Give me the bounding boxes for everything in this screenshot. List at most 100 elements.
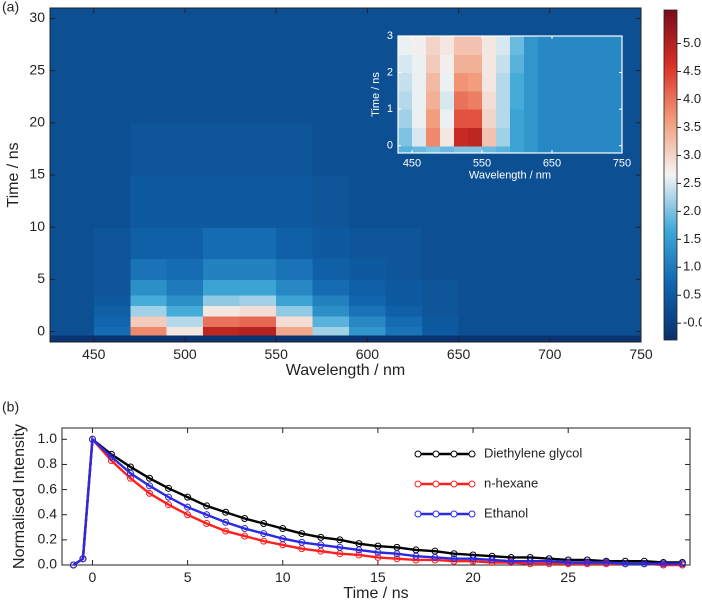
heat-cell [482, 109, 497, 129]
x-tick-label: 700 [538, 346, 562, 362]
heat-cell [495, 326, 533, 336]
heat-cell [538, 109, 553, 129]
data-point [79, 555, 87, 563]
legend-marker [414, 450, 422, 458]
y-tick-label: 1.0 [38, 430, 58, 446]
legend-marker [468, 480, 476, 488]
data-point [260, 537, 268, 545]
heat-cell [538, 72, 553, 92]
heat-cell [239, 227, 277, 260]
heat-cell [604, 295, 642, 307]
data-point [69, 561, 77, 569]
x-axis-title: Wavelength / nm [469, 169, 551, 181]
heat-cell [412, 109, 427, 129]
heat-cell [495, 279, 533, 296]
data-point [393, 555, 401, 563]
heat-cell [93, 279, 131, 296]
heat-cell [495, 305, 533, 317]
heat-cell [458, 326, 496, 336]
heat-cell [349, 305, 387, 317]
heat-cell [50, 227, 95, 260]
legend-label: Diethylene glycol [484, 445, 582, 460]
heat-cell [580, 72, 595, 92]
heat-cell [552, 145, 567, 154]
heat-cell [130, 175, 168, 228]
heat-cell [203, 8, 241, 124]
heat-cell [440, 54, 455, 74]
y-tick-label: 20 [29, 114, 45, 130]
data-point [640, 560, 648, 568]
heat-cell [239, 295, 277, 307]
heat-cell [93, 334, 131, 343]
data-point [146, 474, 154, 482]
legend-marker [414, 510, 422, 518]
heat-cell [580, 54, 595, 74]
y-tick-label: 1 [387, 103, 393, 115]
y-tick-label: 0 [37, 322, 45, 338]
heat-cell [203, 122, 241, 176]
heat-cell [412, 145, 427, 154]
heat-cell [510, 36, 525, 55]
heat-cell [166, 227, 204, 260]
heat-cell [398, 109, 413, 129]
heat-cell [166, 258, 204, 280]
heat-cell [604, 175, 642, 228]
x-tick-label: 20 [465, 569, 481, 585]
heat-cell [458, 295, 496, 307]
heat-cell [458, 315, 496, 327]
heat-cell [552, 72, 567, 92]
colorbar-tick-label: 3.5 [683, 119, 701, 134]
heat-cell [50, 295, 95, 307]
data-point [279, 525, 287, 533]
heat-cell [412, 36, 427, 55]
data-point [583, 558, 591, 566]
legend-marker [468, 450, 476, 458]
heat-cell [568, 175, 606, 228]
heat-cell [531, 175, 569, 228]
data-point [450, 555, 458, 563]
heat-cell [93, 227, 131, 260]
heat-cell [239, 326, 277, 336]
heat-cell [239, 258, 277, 280]
data-point [450, 550, 458, 558]
heat-cell [496, 54, 511, 74]
panel-label: (a) [2, 0, 19, 15]
y-tick-label: 0.2 [38, 531, 58, 547]
x-tick-label: 450 [403, 157, 421, 169]
heat-cell [510, 109, 525, 129]
heat-cell [608, 90, 623, 110]
heat-cell [276, 175, 314, 228]
data-point [165, 501, 173, 509]
heat-cell [604, 227, 642, 260]
heat-cell [510, 90, 525, 110]
heat-cell [568, 279, 606, 296]
heat-cell [524, 54, 539, 74]
heat-cell [426, 109, 441, 129]
data-point [507, 557, 515, 565]
heat-cell [531, 295, 569, 307]
data-point [298, 530, 306, 538]
x-tick-label: 450 [82, 346, 106, 362]
heat-cell [93, 295, 131, 307]
heat-cell [203, 326, 241, 336]
data-point [184, 493, 192, 501]
heat-cell [312, 8, 350, 124]
heat-cell [130, 326, 168, 336]
heat-cell [531, 315, 569, 327]
heat-cell [495, 175, 533, 228]
heat-cell [495, 258, 533, 280]
heat-cell [440, 90, 455, 110]
heat-cell [50, 8, 95, 124]
heat-cell [349, 315, 387, 327]
heat-cell [312, 315, 350, 327]
heat-cell [203, 175, 241, 228]
heat-cell [412, 127, 427, 147]
heat-cell [495, 315, 533, 327]
heat-cell [50, 122, 95, 176]
heat-cell [454, 54, 469, 74]
heat-cell [398, 90, 413, 110]
heat-cell [239, 315, 277, 327]
data-point [127, 469, 135, 477]
heat-cell [468, 109, 483, 129]
data-point [107, 453, 115, 461]
